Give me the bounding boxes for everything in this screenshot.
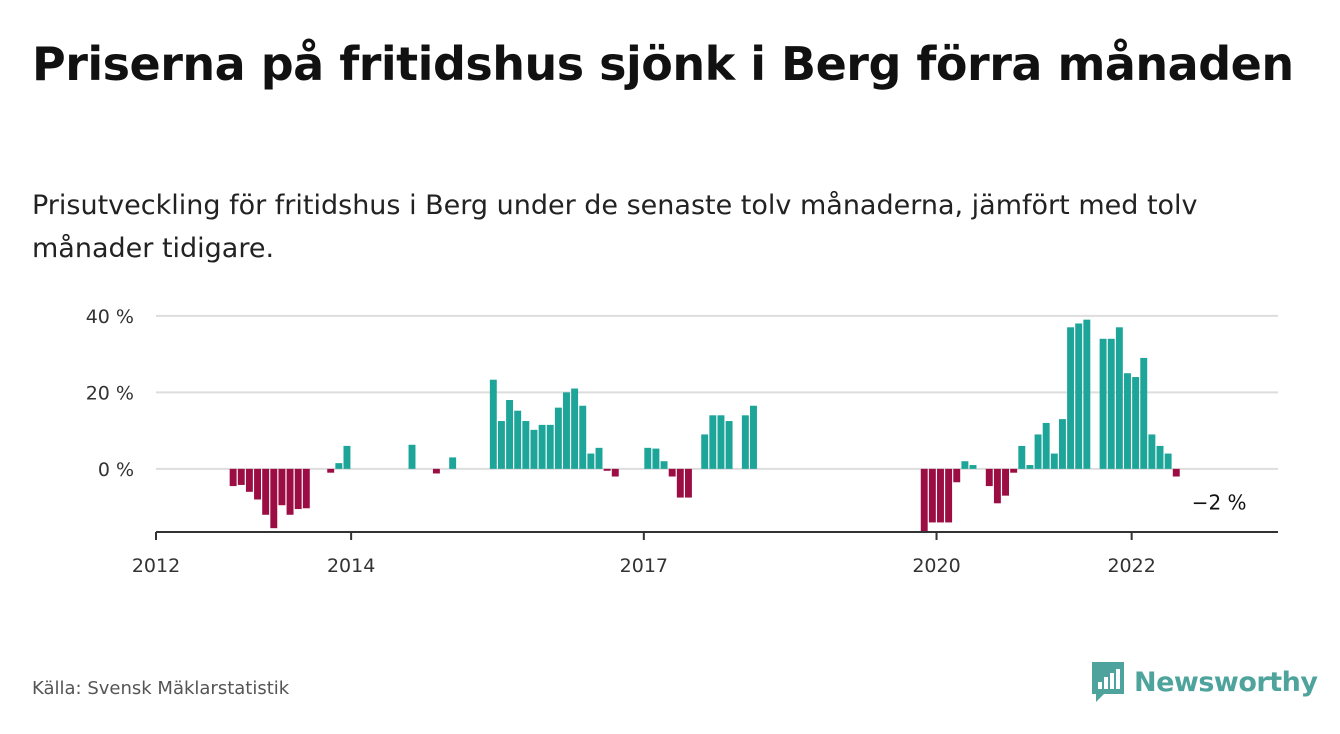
bar [563, 392, 570, 469]
y-tick-label: 40 % [86, 306, 134, 328]
bar [327, 468, 335, 473]
bar [953, 468, 961, 483]
bar [717, 415, 725, 469]
bar [969, 465, 977, 469]
bar [1058, 419, 1066, 469]
bar [928, 468, 936, 523]
bar [725, 421, 733, 469]
bar [985, 468, 993, 487]
bar [1132, 377, 1140, 469]
last-value-annotation: −2 % [1192, 491, 1247, 515]
source-note: Källa: Svensk Mäklarstatistik [32, 678, 290, 699]
bar [1083, 319, 1091, 469]
x-tick-label: 2014 [327, 555, 375, 577]
bar [1140, 357, 1148, 469]
bar [1099, 338, 1107, 469]
bar [571, 388, 579, 469]
bar [522, 421, 530, 469]
bar [489, 379, 497, 469]
bar [1164, 453, 1172, 469]
bar [701, 434, 709, 469]
bar [750, 405, 757, 469]
bar [1067, 327, 1075, 469]
bar [937, 468, 944, 523]
bar [652, 448, 660, 469]
bar [254, 468, 261, 500]
bar [262, 468, 270, 515]
bar [709, 415, 717, 469]
bar [660, 461, 668, 469]
bar [945, 468, 953, 523]
bar [408, 444, 416, 469]
bar [676, 468, 684, 498]
bar [1018, 445, 1026, 469]
y-tick-label: 0 % [98, 459, 134, 481]
bar [432, 468, 440, 474]
bar [335, 463, 343, 469]
bars [229, 319, 1180, 532]
x-tick-label: 2017 [620, 555, 668, 577]
bar [546, 424, 554, 469]
bar [1002, 468, 1009, 496]
brand-name: Newsworthy [1134, 666, 1318, 698]
bar [1075, 323, 1083, 469]
bar [449, 457, 457, 469]
newsworthy-logo-icon [1092, 662, 1124, 702]
bar [595, 447, 603, 469]
bar [1124, 373, 1131, 469]
bar [245, 468, 253, 492]
chart-title: Priserna på fritidshus sjönk i Berg förr… [32, 37, 1294, 91]
newsworthy-logo: Newsworthy [1090, 660, 1318, 704]
y-tick-label: 20 % [86, 382, 134, 404]
bar [1034, 434, 1042, 469]
x-axis: 2012 2014 2017 2020 2022 [132, 531, 1278, 577]
bar [1042, 422, 1050, 469]
bar [278, 468, 286, 506]
bar [302, 468, 310, 509]
bar [741, 415, 749, 469]
chart-subtitle: Prisutveckling för fritidshus i Berg und… [32, 190, 1198, 264]
bar [1026, 465, 1034, 469]
bar [668, 468, 676, 477]
x-tick-label: 2020 [912, 555, 960, 577]
bar [587, 453, 595, 469]
bar [1010, 468, 1018, 473]
bar [1148, 434, 1156, 469]
bar [579, 405, 587, 469]
bar [554, 407, 562, 469]
bar [603, 468, 611, 471]
bar [343, 445, 351, 469]
bar [644, 447, 652, 469]
x-tick-label: 2012 [132, 555, 180, 577]
bar [920, 468, 928, 532]
bar [684, 468, 692, 498]
bar [229, 468, 237, 487]
bar [1172, 468, 1180, 477]
bar [993, 468, 1001, 504]
bar [530, 429, 538, 469]
bar [1115, 327, 1123, 469]
bar [497, 421, 505, 469]
bar [538, 424, 546, 469]
bar [286, 468, 294, 515]
bar [961, 461, 969, 469]
bar [237, 468, 245, 485]
bar [270, 468, 278, 529]
bar [1050, 453, 1058, 469]
bar [514, 410, 522, 469]
bar [1107, 338, 1115, 469]
bar [294, 468, 302, 510]
bar [506, 400, 514, 469]
bar [1156, 445, 1164, 469]
bar-chart: 40 % 20 % 0 % 2012 2014 2017 2020 2022 −2 % [86, 306, 1278, 577]
gridlines: 40 % 20 % 0 % [86, 306, 1278, 481]
x-tick-label: 2022 [1107, 555, 1155, 577]
bar [611, 468, 619, 477]
